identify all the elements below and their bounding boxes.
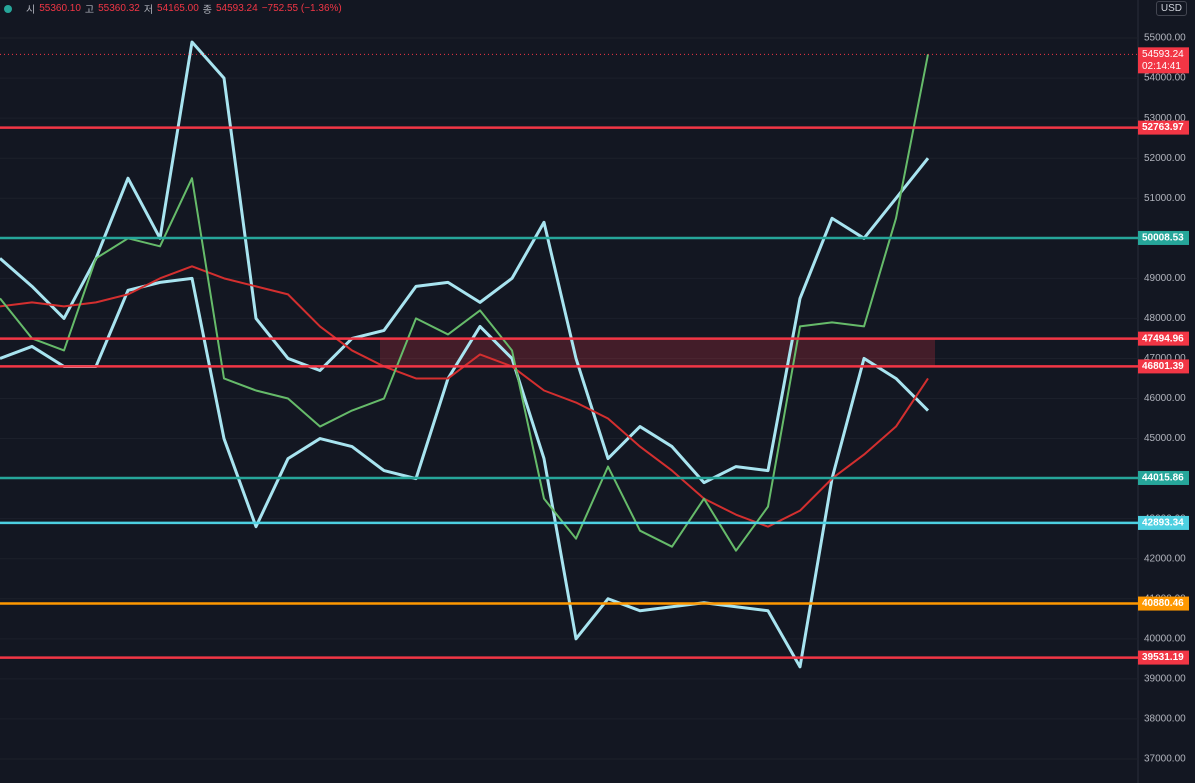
y-tick-label: 38000.00 <box>1144 714 1186 725</box>
currency-button[interactable]: USD <box>1155 1 1187 16</box>
ohlc-value: 55360.32 <box>98 3 140 14</box>
ohlc-label: 시 <box>26 5 36 16</box>
series-line <box>0 265 929 528</box>
ohlc-value: 54165.00 <box>157 3 199 14</box>
change: −752.55 (−1.36%) <box>261 3 342 14</box>
level-label: 50008.53 <box>1142 233 1184 244</box>
last-price-bg <box>1138 47 1189 74</box>
y-tick-label: 51000.00 <box>1144 193 1186 204</box>
y-tick-label: 52000.00 <box>1144 153 1186 164</box>
y-tick-label: 37000.00 <box>1144 754 1186 765</box>
series-line <box>0 54 929 552</box>
ohlc-label: 저 <box>143 5 154 16</box>
last-price-label: 54593.24 <box>1142 49 1184 60</box>
level-label: 42893.34 <box>1142 518 1184 529</box>
y-tick-label: 49000.00 <box>1144 273 1186 284</box>
level-label-bg <box>1138 331 1189 346</box>
level-label-bg <box>1138 359 1189 374</box>
level-label-bg <box>1138 120 1189 135</box>
level-label-bg <box>1138 596 1189 611</box>
series-line <box>0 276 930 669</box>
y-tick-label: 54000.00 <box>1144 73 1186 84</box>
level-label-bg <box>1138 515 1189 530</box>
level-label: 47494.96 <box>1142 333 1184 344</box>
y-tick-label: 45000.00 <box>1144 433 1186 444</box>
y-tick-label: 46000.00 <box>1144 393 1186 404</box>
y-tick-label: 53000.00 <box>1144 113 1186 124</box>
level-label: 52763.97 <box>1142 122 1184 133</box>
y-tick-label: 42000.00 <box>1144 553 1186 564</box>
status-dot <box>4 4 12 13</box>
level-label-bg <box>1138 230 1189 245</box>
ohlc-value: 54593.24 <box>215 3 258 14</box>
ohlc-label: 종 <box>202 5 212 16</box>
series-line <box>0 40 930 485</box>
ohlc-header: 시 55360.10 고 55360.32 저 54165.00 종 54593.24 −752… <box>4 1 342 16</box>
level-label: 39531.19 <box>1142 652 1184 663</box>
y-tick-label: 40000.00 <box>1144 633 1186 644</box>
y-tick-label: 55000.00 <box>1144 33 1186 44</box>
level-label-bg <box>1138 650 1189 665</box>
countdown: 02:14:41 <box>1142 61 1181 72</box>
level-zone <box>380 338 935 367</box>
level-label: 44015.86 <box>1142 473 1184 484</box>
level-label: 46801.39 <box>1142 361 1184 372</box>
ohlc-label: 고 <box>84 5 95 16</box>
y-tick-label: 39000.00 <box>1144 674 1186 685</box>
ohlc-value: 55360.10 <box>39 3 81 14</box>
level-label-bg <box>1138 470 1189 485</box>
level-label: 40880.46 <box>1142 598 1184 609</box>
y-tick-label: 48000.00 <box>1144 313 1186 324</box>
y-tick-label: 47000.00 <box>1144 353 1186 364</box>
